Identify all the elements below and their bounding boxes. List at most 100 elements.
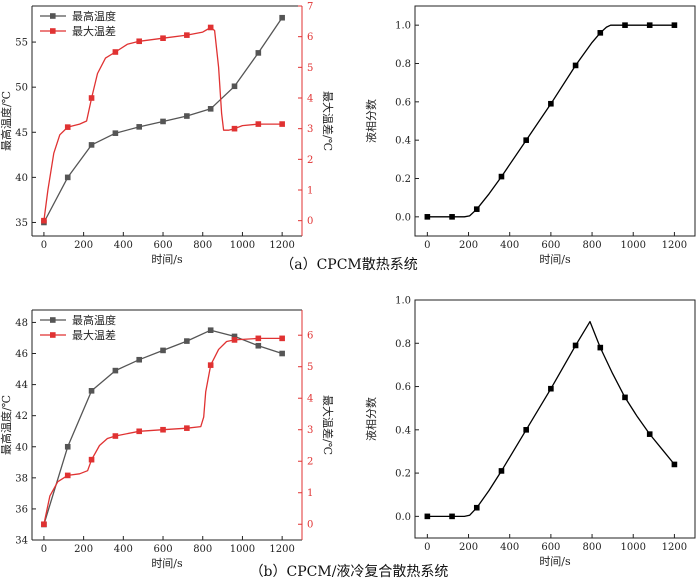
x-tick-label: 1000 (230, 240, 255, 251)
x-tick-label: 600 (541, 240, 560, 251)
legend-marker (50, 13, 56, 19)
data-point (572, 62, 579, 69)
data-point (279, 350, 285, 357)
y-tick-label: 40 (15, 173, 28, 184)
caption-a: （a）CPCM散热系统 (280, 257, 418, 273)
data-point (231, 125, 238, 132)
data-point (184, 425, 190, 431)
data-point (160, 35, 166, 41)
x-tick-label: 600 (153, 240, 172, 251)
y2-tick-label: 2 (307, 155, 313, 166)
data-point (424, 214, 431, 220)
data-point (671, 461, 678, 468)
y2-tick-label: 3 (307, 124, 313, 135)
data-point (136, 124, 143, 130)
data-point (279, 335, 285, 342)
data-point (136, 428, 143, 435)
data-point (184, 338, 190, 344)
data-point (548, 385, 554, 392)
data-point (64, 174, 71, 181)
data-point (279, 14, 285, 21)
x-axis-title: 时间/s (539, 555, 571, 568)
data-point (231, 83, 238, 90)
data-point (231, 337, 238, 343)
data-point (255, 121, 262, 127)
legend-marker (50, 332, 56, 338)
data-point (112, 433, 119, 439)
x-tick-label: 800 (583, 542, 602, 553)
x-tick-label: 0 (424, 240, 430, 251)
data-point (597, 344, 604, 351)
y-axis-title: 最高温度/℃ (0, 395, 13, 455)
y2-tick-label: 1 (307, 186, 313, 197)
y-tick-label: 55 (15, 38, 28, 49)
data-point (231, 333, 238, 340)
y2-tick-label: 5 (307, 63, 313, 74)
plot-frame (414, 5, 696, 237)
x-tick-label: 800 (583, 240, 602, 251)
y2-tick-label: 0 (307, 520, 313, 531)
data-point (112, 130, 119, 136)
x-tick-label: 600 (541, 542, 560, 553)
data-point (498, 468, 505, 474)
data-point (207, 362, 214, 368)
y-tick-label: 0.6 (395, 97, 411, 108)
data-point (523, 427, 529, 433)
legend-label: 最高温度 (72, 9, 116, 23)
y-tick-label: 0.0 (395, 512, 411, 523)
data-point (207, 24, 214, 31)
data-point (136, 38, 143, 45)
y-tick-label: 1.0 (395, 296, 411, 307)
data-point (255, 50, 262, 56)
caption-b: （b）CPCM/液冷复合散热系统 (250, 563, 449, 580)
data-point (160, 426, 166, 433)
x-tick-label: 0 (41, 544, 47, 555)
y-tick-label: 0.4 (395, 136, 411, 147)
x-tick-label: 1200 (269, 240, 294, 251)
data-point (41, 217, 47, 224)
x-tick-label: 1200 (269, 544, 294, 555)
x-tick-label: 400 (500, 240, 519, 251)
x-tick-label: 200 (459, 240, 478, 251)
x-tick-label: 1000 (621, 240, 646, 251)
y2-axis-title: 最大温差/℃ (321, 91, 335, 151)
y-tick-label: 0.8 (395, 339, 411, 350)
y-tick-label: 0.6 (395, 382, 411, 393)
y-tick-label: 38 (15, 473, 28, 484)
y2-tick-label: 2 (307, 457, 313, 468)
data-point (136, 356, 143, 363)
y-tick-label: 36 (15, 504, 28, 515)
data-point (160, 118, 166, 125)
y2-tick-label: 3 (307, 425, 313, 436)
y2-tick-label: 4 (307, 394, 313, 405)
y-tick-label: 44 (15, 380, 28, 391)
x-tick-label: 400 (114, 544, 133, 555)
x-axis-title: 时间/s (151, 557, 183, 570)
x-tick-label: 200 (74, 544, 93, 555)
data-point (498, 173, 505, 180)
data-point (255, 335, 262, 342)
x-tick-label: 400 (114, 240, 133, 251)
y-tick-label: 0.2 (395, 469, 411, 480)
legend-label: 最大温差 (72, 24, 116, 38)
x-tick-label: 200 (74, 240, 93, 251)
chart-b-right: 0 200 400 600 800 1000 1200 时间/s 0.0 0.2 0.4 0.6 0.8… (364, 296, 696, 568)
data-point (41, 521, 47, 528)
y2-tick-label: 1 (307, 488, 313, 499)
x-tick-label: 200 (459, 542, 478, 553)
y2-tick-label: 5 (307, 362, 313, 373)
data-point (255, 342, 262, 349)
x-tick-label: 0 (424, 542, 430, 553)
data-point (160, 347, 166, 354)
series-line (43, 337, 283, 525)
data-point (597, 30, 604, 36)
data-point (88, 456, 95, 463)
y-tick-label: 35 (15, 218, 28, 229)
data-point (523, 137, 529, 143)
y-tick-label: 0.2 (395, 174, 411, 185)
data-point (424, 513, 431, 520)
x-axis-title: 时间/s (151, 253, 183, 266)
legend-label: 最高温度 (72, 313, 116, 327)
data-point (112, 367, 119, 374)
